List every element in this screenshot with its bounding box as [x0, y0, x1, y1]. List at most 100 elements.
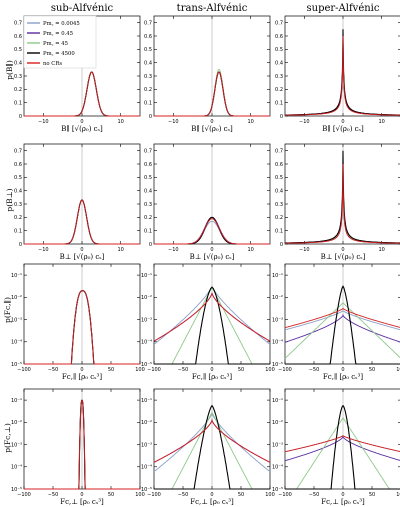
series-line-2 — [284, 302, 400, 359]
y-tick-label: 10⁻¹ — [272, 273, 283, 279]
column-title-sub: sub-Alfvénic — [51, 3, 114, 14]
x-tick-label: −100 — [147, 367, 161, 373]
y-tick-label: 0.4 — [144, 188, 152, 194]
y-tick-label: 10⁻³ — [272, 317, 283, 323]
y-tick-label: 0.1 — [144, 228, 152, 234]
row-ylabel-bperp: p(B⊥) — [5, 188, 14, 211]
y-tick-label: 0.3 — [144, 202, 152, 208]
y-tick-label: 10⁻⁴ — [141, 465, 152, 471]
series-line-4 — [284, 307, 400, 329]
y-tick-label: 0.5 — [275, 47, 283, 53]
y-tick-label: 0.2 — [144, 215, 152, 221]
x-tick-label: 50 — [238, 492, 244, 498]
x-tick-label: 0 — [80, 119, 83, 125]
y-tick-label: 10⁻⁵ — [11, 487, 22, 493]
x-tick-label: 50 — [369, 492, 375, 498]
x-axis-label: B∥ [√(ρ₀) cₛ] — [322, 125, 364, 133]
y-tick-label: 0.2 — [14, 87, 22, 93]
series-line-2 — [285, 417, 400, 490]
legend-label-pm045: Pm꜀ = 0.45 — [43, 31, 73, 37]
y-tick-label: 0.6 — [14, 162, 22, 168]
y-tick-label: 0.2 — [275, 87, 283, 93]
y-tick-label: 0.7 — [275, 148, 283, 154]
y-tick-label: 10⁻⁵ — [272, 362, 283, 368]
y-tick-label: 0 — [280, 114, 283, 120]
panel-r1c0: −10 0 10 0 0.1 0.2 0.3 0.4 0.5 0.6 0.7 B⊥ [√(ρ₀) cₛ… — [14, 143, 141, 261]
y-tick-label: 0.1 — [144, 100, 152, 106]
column-title-super: super-Alfvénic — [307, 3, 380, 14]
panel-r0c1: −10 0 10 0 0.1 0.2 0.3 0.4 0.5 0.6 0.7 B∥ [√(ρ₀) cₛ… — [144, 15, 271, 133]
y-tick-label: 0.3 — [14, 74, 22, 80]
x-axis-label: Fc,∥ [ρ₀ cₛ³] — [62, 373, 102, 381]
x-tick-label: 10 — [117, 119, 123, 125]
y-tick-label: 10⁻² — [141, 420, 152, 426]
y-tick-label: 10⁻¹ — [11, 273, 22, 279]
x-tick-label: 10 — [117, 247, 123, 253]
y-tick-label: 0.6 — [275, 162, 283, 168]
x-tick-label: −50 — [178, 367, 189, 373]
y-tick-label: 0.1 — [14, 228, 22, 234]
series-line-3 — [154, 286, 270, 365]
x-tick-label: 0 — [341, 492, 344, 498]
x-tick-label: −100 — [17, 492, 31, 498]
x-axis-label: Fc,∥ [ρ₀ cₛ³] — [323, 373, 363, 381]
legend-label-pm45: Pm꜀ = 45 — [43, 41, 68, 47]
series-line-2 — [154, 411, 270, 490]
legend-box — [23, 15, 97, 69]
y-tick-label: 10⁻³ — [11, 317, 22, 323]
y-tick-label: 10⁻⁵ — [141, 362, 152, 368]
x-tick-label: 100 — [396, 492, 400, 498]
panel-r2c1: −100 −50 0 50 100 10⁻¹ 10⁻² 10⁻³ 10⁻⁴ 10⁻⁵ Fc,∥ [ρ… — [141, 263, 275, 381]
x-tick-label: 0 — [210, 367, 213, 373]
legend-label-pm4500: Pm꜀ = 4500 — [43, 51, 75, 57]
x-tick-label: −100 — [278, 367, 292, 373]
y-tick-label: 0 — [149, 242, 152, 248]
y-tick-label: 10⁻² — [272, 420, 283, 426]
y-tick-label: 0.3 — [14, 202, 22, 208]
x-tick-label: 10 — [247, 119, 253, 125]
series-line-4 — [154, 71, 270, 117]
x-tick-label: 0 — [80, 247, 83, 253]
y-tick-label: 0 — [19, 114, 22, 120]
y-tick-label: 0.1 — [14, 100, 22, 106]
series-line-4 — [24, 71, 140, 117]
x-tick-label: 0 — [80, 367, 83, 373]
x-tick-label: 0 — [210, 492, 213, 498]
x-tick-label: 100 — [265, 492, 275, 498]
panel-r3c0: −100 −50 0 50 100 10⁻¹ 10⁻² 10⁻³ 10⁻⁴ 10⁻⁵ Fc,⊥ [ρ… — [11, 388, 145, 506]
y-tick-label: 0 — [280, 242, 283, 248]
x-tick-label: 100 — [265, 367, 275, 373]
y-tick-label: 0.4 — [144, 60, 152, 66]
y-tick-label: 0.5 — [144, 175, 152, 181]
y-tick-label: 0.5 — [14, 175, 22, 181]
y-tick-label: 0.7 — [144, 20, 152, 26]
x-tick-label: −50 — [48, 367, 59, 373]
y-tick-label: 10⁻¹ — [272, 398, 283, 404]
series-line-3 — [285, 285, 400, 365]
series-line-4 — [285, 163, 400, 244]
y-tick-label: 10⁻² — [11, 295, 22, 301]
x-tick-label: 50 — [369, 367, 375, 373]
y-tick-label: 0.5 — [275, 175, 283, 181]
y-tick-label: 10⁻² — [141, 295, 152, 301]
y-tick-label: 0.6 — [144, 34, 152, 40]
legend: Pm꜀ = 0.0045 Pm꜀ = 0.45 Pm꜀ = 45 Pm꜀ = 4… — [23, 15, 97, 69]
y-tick-label: 10⁻⁴ — [11, 340, 22, 346]
panel-r2c2: −100 −50 0 50 100 10⁻¹ 10⁻² 10⁻³ 10⁻⁴ 10⁻⁵ Fc,∥ [ρ… — [272, 263, 400, 381]
panel-r1c2: −10 0 10 0 0.1 0.2 0.3 0.4 0.5 0.6 0.7 B⊥ [√(ρ₀) cₛ… — [275, 143, 400, 261]
y-tick-label: 10⁻⁵ — [141, 487, 152, 493]
panel-r0c2: −10 0 10 0 0.1 0.2 0.3 0.4 0.5 0.6 0.7 B∥ [√(ρ₀) cₛ… — [275, 15, 400, 133]
legend-label-pm0045: Pm꜀ = 0.0045 — [43, 21, 80, 27]
y-tick-label: 10⁻⁵ — [272, 487, 283, 493]
y-tick-label: 10⁻⁵ — [11, 362, 22, 368]
x-tick-label: −50 — [178, 492, 189, 498]
x-tick-label: 0 — [210, 247, 213, 253]
x-tick-label: 0 — [210, 119, 213, 125]
series-line-1 — [284, 435, 400, 462]
y-tick-label: 0.6 — [14, 34, 22, 40]
y-tick-label: 0.2 — [144, 87, 152, 93]
x-tick-label: 10 — [378, 119, 384, 125]
x-axis-label: B⊥ [√(ρ₀) cₛ] — [321, 253, 366, 261]
